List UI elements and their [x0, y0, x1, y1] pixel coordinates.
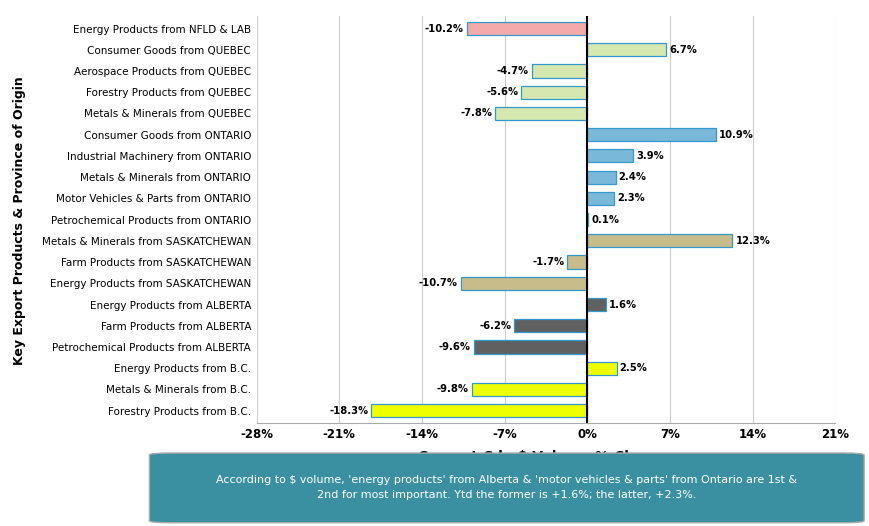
Text: -6.2%: -6.2% — [479, 321, 510, 331]
Bar — [587, 192, 614, 205]
Bar — [587, 149, 633, 163]
Bar — [587, 170, 615, 184]
Bar — [587, 128, 715, 141]
Text: 3.9%: 3.9% — [635, 151, 663, 161]
Text: According to $ volume, 'energy products' from Alberta & 'motor vehicles & parts': According to $ volume, 'energy products'… — [216, 476, 796, 500]
Bar — [587, 298, 606, 311]
Text: -4.7%: -4.7% — [496, 66, 528, 76]
Text: -10.7%: -10.7% — [419, 278, 457, 288]
Text: 12.3%: 12.3% — [734, 236, 769, 246]
Bar — [371, 404, 587, 417]
Bar — [587, 43, 666, 56]
Bar — [587, 234, 732, 247]
Text: -1.7%: -1.7% — [532, 257, 564, 267]
Text: 2.4%: 2.4% — [618, 172, 646, 182]
Bar — [567, 256, 587, 269]
FancyBboxPatch shape — [149, 453, 863, 523]
Text: 2.3%: 2.3% — [617, 194, 645, 204]
X-axis label: Current Cdn $ Volume % Change: Current Cdn $ Volume % Change — [418, 450, 673, 463]
Text: 1.6%: 1.6% — [608, 299, 636, 309]
Bar — [471, 383, 587, 396]
Text: 0.1%: 0.1% — [591, 215, 619, 225]
Bar — [531, 64, 587, 77]
Text: 10.9%: 10.9% — [718, 130, 753, 140]
Bar — [494, 107, 587, 120]
Bar — [474, 340, 587, 353]
Bar — [514, 319, 587, 332]
Text: -10.2%: -10.2% — [424, 24, 463, 34]
Bar — [587, 362, 616, 375]
Bar — [461, 277, 587, 290]
Text: -7.8%: -7.8% — [460, 108, 492, 118]
Text: Key Export Products & Province of Origin: Key Export Products & Province of Origin — [13, 77, 25, 365]
Text: 6.7%: 6.7% — [668, 45, 696, 55]
Bar — [521, 86, 587, 99]
Bar — [467, 22, 587, 35]
Text: -9.6%: -9.6% — [439, 342, 470, 352]
Text: -5.6%: -5.6% — [486, 87, 518, 97]
Text: -9.8%: -9.8% — [436, 385, 468, 394]
Text: -18.3%: -18.3% — [328, 406, 368, 416]
Text: 2.5%: 2.5% — [619, 363, 647, 373]
